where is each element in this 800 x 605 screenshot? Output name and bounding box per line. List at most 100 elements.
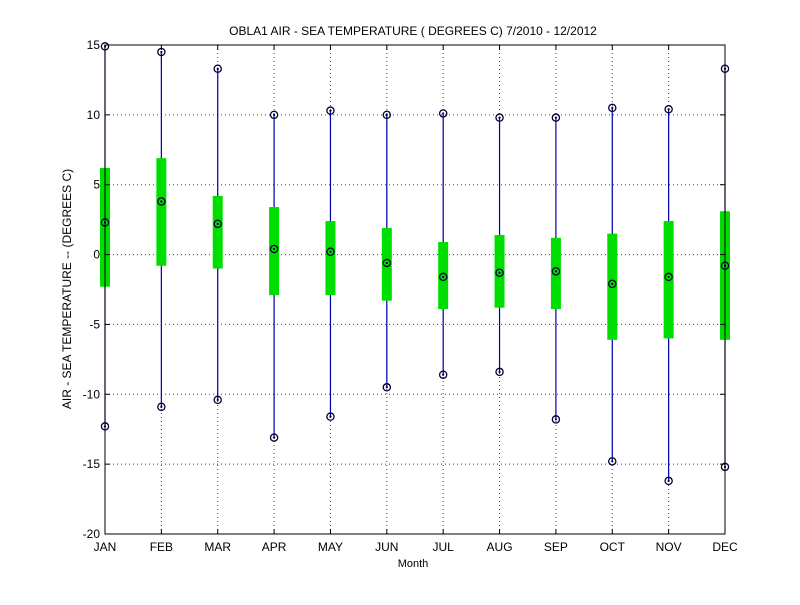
- max-marker-dot: [667, 108, 670, 111]
- max-marker-dot: [385, 113, 388, 116]
- max-marker: [664, 105, 673, 114]
- min-marker-dot: [442, 373, 445, 376]
- max-marker-dot: [329, 109, 332, 112]
- max-marker: [326, 106, 335, 115]
- median-marker-dot: [160, 200, 163, 203]
- median-marker-dot: [329, 250, 332, 253]
- x-tick-label: JAN: [94, 540, 117, 554]
- plot-area: [105, 45, 725, 534]
- box-apr: [269, 110, 280, 442]
- max-marker-dot: [160, 50, 163, 54]
- max-marker-dot: [611, 106, 614, 109]
- iqr-box: [212, 195, 223, 269]
- y-tick-label: 15: [87, 38, 101, 52]
- median-marker: [157, 197, 166, 206]
- max-marker-dot: [216, 67, 219, 70]
- box-aug: [494, 113, 505, 377]
- median-marker: [438, 272, 448, 282]
- y-axis-ticks: -20 -15 -10 -5 0 5 10 15: [83, 38, 725, 541]
- median-marker: [269, 244, 279, 254]
- median-marker: [495, 268, 504, 277]
- max-marker-dot: [442, 112, 445, 115]
- y-tick-label: -10: [83, 387, 101, 401]
- x-tick-label: SEP: [544, 540, 568, 554]
- iqr-box: [494, 235, 505, 308]
- median-marker-dot: [554, 270, 558, 273]
- min-marker-dot: [498, 370, 501, 374]
- iqr-box: [550, 237, 561, 310]
- box-nov: [663, 105, 674, 486]
- plot-frame: [104, 44, 726, 535]
- median-marker: [382, 258, 392, 268]
- y-tick-label: 5: [93, 178, 100, 192]
- x-axis-ticks: JAN FEB MAR APR MAY JUN JUL AUG SEP OCT NOV DEC: [94, 45, 738, 554]
- iqr-box: [325, 221, 336, 296]
- iqr-box: [156, 158, 167, 266]
- max-marker: [269, 110, 279, 120]
- min-marker-dot: [611, 460, 614, 463]
- median-marker-dot: [442, 275, 445, 279]
- box-oct: [607, 103, 618, 466]
- x-tick-label: DEC: [712, 540, 738, 554]
- iqr-box: [381, 228, 392, 301]
- median-marker-dot: [667, 275, 670, 279]
- min-marker: [608, 457, 617, 466]
- max-marker: [608, 103, 617, 113]
- x-axis-label: Month: [398, 558, 429, 570]
- min-marker-dot: [160, 405, 163, 408]
- min-marker: [382, 383, 392, 392]
- min-marker: [664, 476, 673, 486]
- x-tick-label: JUN: [375, 540, 398, 554]
- x-tick-label: FEB: [150, 540, 173, 554]
- median-marker-dot: [272, 247, 276, 251]
- x-tick-label: MAY: [318, 540, 343, 554]
- min-marker: [157, 402, 166, 412]
- max-marker-dot: [554, 116, 558, 119]
- x-tick-label: JUL: [433, 540, 455, 554]
- y-axis-label: AIR - SEA TEMPERATURE -- (DEGREES C): [60, 169, 74, 409]
- box-may: [325, 106, 336, 421]
- min-marker: [269, 433, 279, 442]
- median-marker: [326, 247, 335, 257]
- box-mar: [212, 64, 223, 405]
- max-marker: [382, 110, 392, 120]
- median-marker-dot: [385, 261, 388, 265]
- iqr-box: [438, 241, 449, 310]
- min-marker-dot: [554, 418, 558, 421]
- median-marker-dot: [216, 222, 219, 225]
- median-marker: [664, 272, 673, 282]
- max-marker: [495, 113, 504, 122]
- iqr-box: [269, 207, 280, 296]
- min-marker: [213, 395, 222, 405]
- y-tick-label: 10: [87, 108, 101, 122]
- max-marker: [438, 109, 448, 118]
- chart-title: OBLA1 AIR - SEA TEMPERATURE ( DEGREES C)…: [229, 24, 597, 38]
- min-marker: [326, 412, 335, 421]
- min-marker-dot: [385, 386, 388, 389]
- y-tick-label: -15: [83, 457, 101, 471]
- x-tick-label: AUG: [487, 540, 513, 554]
- min-marker-dot: [329, 415, 332, 418]
- box-feb: [156, 47, 167, 412]
- max-marker: [551, 113, 561, 122]
- box-jul: [438, 109, 449, 379]
- min-marker-dot: [216, 398, 219, 401]
- x-tick-label: NOV: [656, 540, 682, 554]
- min-marker: [551, 415, 561, 424]
- median-marker: [551, 267, 561, 276]
- max-marker: [213, 64, 222, 74]
- min-marker: [438, 370, 448, 379]
- min-marker-dot: [667, 479, 670, 483]
- median-marker-dot: [498, 271, 501, 274]
- iqr-box: [663, 221, 674, 339]
- y-tick-label: -5: [89, 317, 100, 331]
- median-marker-dot: [611, 282, 614, 286]
- y-tick-label: -20: [83, 527, 101, 541]
- max-marker-dot: [272, 113, 276, 116]
- min-marker: [495, 367, 504, 377]
- max-marker-dot: [498, 116, 501, 119]
- iqr-box: [607, 233, 618, 340]
- box-sep: [550, 113, 561, 424]
